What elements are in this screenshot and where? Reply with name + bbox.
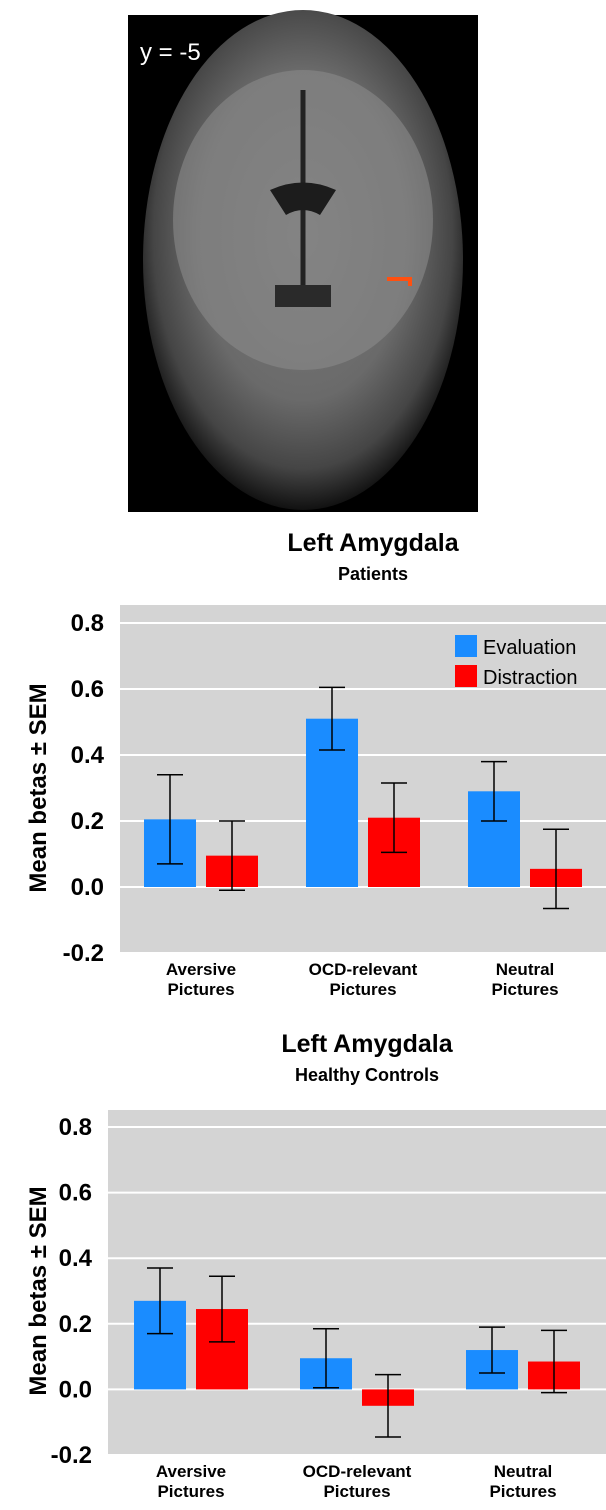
legend-swatch [455,665,477,687]
chart-title: Left Amygdala [287,529,459,557]
figure: y = -5 Left Amygdala Patients -0.2 0.0 0.2 0.… [0,0,606,1505]
y-tick-label: 0.8 [59,1114,92,1141]
y-tick-label: 0.2 [59,1311,92,1338]
legend-label: Evaluation [483,637,576,659]
page: y = -5 Left Amygdala Patients -0.2 0.0 0.2 0.… [0,0,606,1510]
y-tick-label: 0.6 [59,1180,92,1207]
plot-background [108,1110,606,1455]
legend-swatch [455,635,477,657]
chart-subtitle: Patients [338,564,408,584]
y-axis-label: Mean betas ± SEM [25,683,52,892]
y-tick-label: 0.6 [71,676,104,703]
y-tick-label: -0.2 [63,940,104,967]
y-tick-label: 0.2 [71,808,104,835]
y-tick-label: 0.8 [71,610,104,637]
slice-label: y = -5 [140,39,201,66]
y-tick-label: -0.2 [51,1442,92,1469]
brainstem-gap [275,285,331,307]
y-axis-label: Mean betas ± SEM [25,1186,52,1395]
y-tick-label: 0.4 [71,742,105,769]
y-tick-label: 0.4 [59,1245,93,1272]
legend-label: Distraction [483,667,577,689]
y-tick-label: 0.0 [59,1376,92,1403]
chart-title: Left Amygdala [281,1030,453,1058]
y-tick-label: 0.0 [71,874,104,901]
chart-subtitle: Healthy Controls [295,1065,439,1085]
brain-image: y = -5 [128,10,478,512]
